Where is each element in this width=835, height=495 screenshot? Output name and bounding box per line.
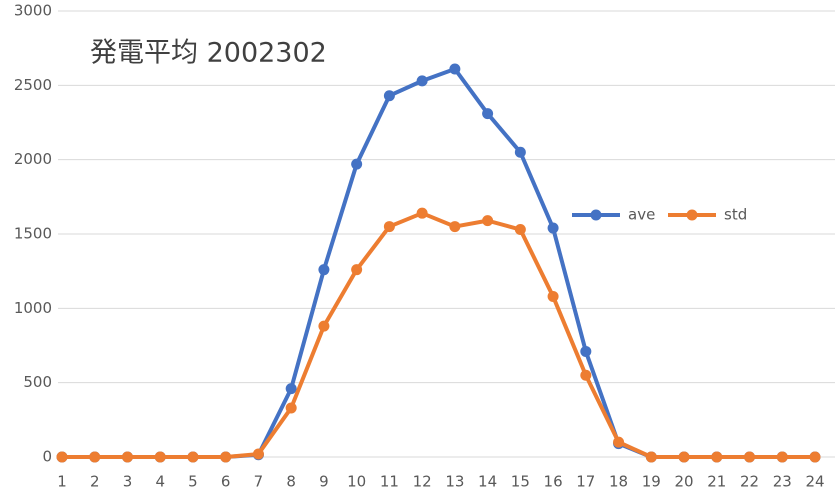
data-point <box>154 451 166 463</box>
x-tick-label: 10 <box>347 473 366 491</box>
x-tick-label: 15 <box>511 473 530 491</box>
data-point <box>285 383 297 395</box>
x-tick-label: 19 <box>642 473 661 491</box>
x-tick-label: 16 <box>544 473 563 491</box>
legend-marker <box>686 209 698 221</box>
data-point <box>89 451 101 463</box>
data-point <box>416 207 428 219</box>
data-point <box>482 215 494 227</box>
x-tick-label: 21 <box>707 473 726 491</box>
data-point <box>580 345 592 357</box>
legend-marker <box>590 209 602 221</box>
data-point <box>514 224 526 236</box>
x-tick-label: 1 <box>57 473 67 491</box>
data-point <box>220 451 232 463</box>
x-tick-label: 13 <box>445 473 464 491</box>
data-point <box>383 221 395 233</box>
data-point <box>121 451 133 463</box>
data-point <box>547 222 559 234</box>
data-point <box>613 436 625 448</box>
x-tick-label: 24 <box>805 473 824 491</box>
data-point <box>285 402 297 414</box>
chart-title: 発電平均 2002302 <box>90 38 327 69</box>
data-point <box>252 448 264 460</box>
data-point <box>56 451 68 463</box>
y-tick-label: 3000 <box>14 2 52 20</box>
x-tick-label: 14 <box>478 473 497 491</box>
x-tick-label: 5 <box>188 473 198 491</box>
x-tick-label: 3 <box>123 473 133 491</box>
data-point <box>776 451 788 463</box>
data-point <box>449 63 461 75</box>
series-line <box>62 211 815 459</box>
y-tick-label: 1500 <box>14 225 52 243</box>
y-tick-label: 2000 <box>14 150 52 168</box>
x-tick-label: 23 <box>773 473 792 491</box>
data-point <box>809 451 821 463</box>
y-tick-label: 1000 <box>14 299 52 317</box>
legend-label: std <box>724 206 747 224</box>
series-line <box>62 66 815 459</box>
data-point <box>449 221 461 233</box>
data-point <box>482 108 494 120</box>
x-tick-label: 17 <box>576 473 595 491</box>
x-tick-label: 22 <box>740 473 759 491</box>
x-tick-label: 11 <box>380 473 399 491</box>
data-point <box>351 264 363 276</box>
data-point <box>711 451 723 463</box>
data-point <box>547 290 559 302</box>
data-point <box>318 264 330 276</box>
data-point <box>351 158 363 170</box>
x-tick-label: 7 <box>254 473 264 491</box>
data-point <box>383 90 395 102</box>
data-point <box>645 451 657 463</box>
y-tick-label: 0 <box>42 448 52 466</box>
y-tick-label: 2500 <box>14 76 52 94</box>
x-tick-label: 4 <box>155 473 165 491</box>
data-point <box>744 451 756 463</box>
x-tick-label: 12 <box>413 473 432 491</box>
legend-label: ave <box>628 206 655 224</box>
x-tick-label: 6 <box>221 473 231 491</box>
data-point <box>416 75 428 87</box>
data-point <box>580 369 592 381</box>
x-tick-label: 9 <box>319 473 329 491</box>
data-point <box>514 146 526 158</box>
x-tick-label: 20 <box>674 473 693 491</box>
x-tick-label: 8 <box>286 473 296 491</box>
data-point <box>678 451 690 463</box>
x-tick-label: 18 <box>609 473 628 491</box>
data-point <box>187 451 199 463</box>
y-tick-label: 500 <box>23 373 52 391</box>
data-point <box>318 320 330 332</box>
x-tick-label: 2 <box>90 473 100 491</box>
